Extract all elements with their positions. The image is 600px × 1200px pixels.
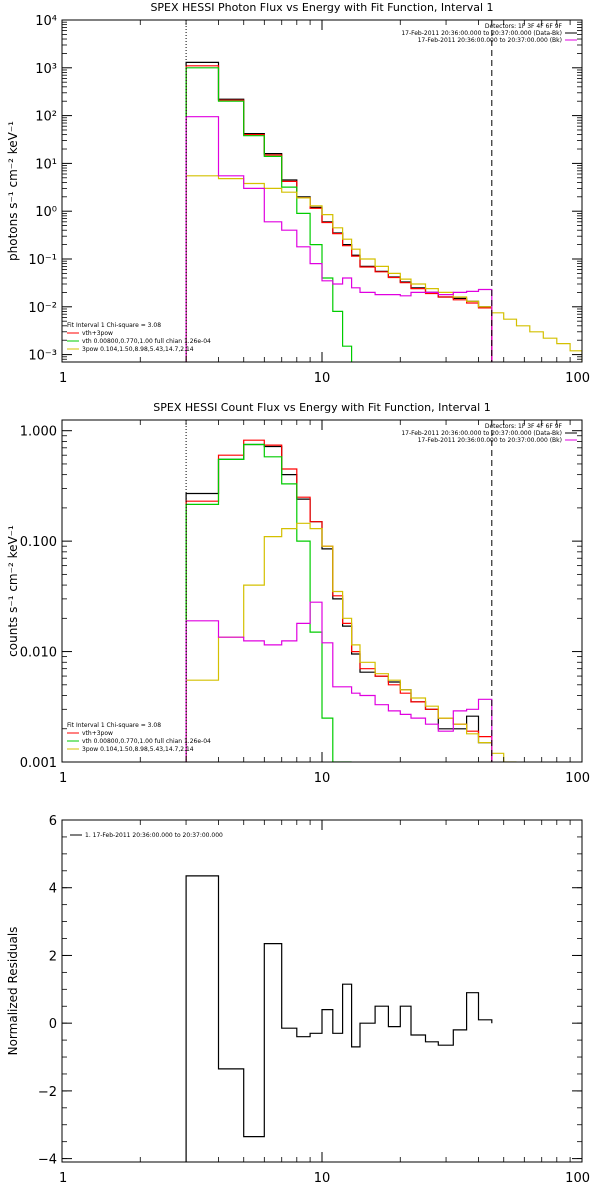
legend-entry: Fit Interval 1 Chi-square = 3.08: [67, 722, 161, 729]
series-line-4: [185, 116, 493, 362]
y-tick-label: 1.000: [20, 425, 57, 440]
series-line-3: [185, 175, 582, 362]
chart-panel-1: SPEX HESSI Photon Flux vs Energy with Fi…: [6, 1, 590, 386]
legend-entry: vth+3pow: [82, 730, 113, 737]
y-tick-label: 10³: [35, 62, 57, 77]
legend-entry: vth 0.00800,0.770,1.00 full chian 1.26e-…: [82, 738, 211, 745]
chart-title: SPEX HESSI Photon Flux vs Energy with Fi…: [150, 1, 493, 14]
y-tick-label: −2: [38, 1085, 57, 1100]
series-line-0: [185, 875, 493, 1162]
x-tick-label: 100: [565, 771, 590, 786]
series-line-4: [185, 601, 493, 762]
legend-entry: Fit Interval 1 Chi-square = 3.08: [67, 322, 161, 329]
y-axis-label: photons s⁻¹ cm⁻² keV⁻¹: [6, 121, 20, 261]
y-tick-label: 10²: [35, 110, 57, 125]
legend-entry: 3pow 0.104,1.50,8.98,5.43,14.7,2.14: [82, 346, 194, 353]
y-tick-label: 10⁻³: [28, 349, 57, 364]
chart-panel-2: SPEX HESSI Count Flux vs Energy with Fit…: [6, 401, 590, 786]
y-tick-label: 4: [49, 882, 57, 897]
chart-panel-3: Normalized Residuals 1 10 100 −4 −2 0 2 4 6 1. 17-…: [6, 814, 590, 1186]
legend-entry: vth+3pow: [82, 330, 113, 337]
x-tick-label: 1: [59, 1171, 67, 1186]
legend-bottom-left: Fit Interval 1 Chi-square = 3.08vth+3pow…: [67, 722, 211, 753]
y-tick-label: 0: [49, 1017, 57, 1032]
x-tick-label: 1: [59, 771, 67, 786]
series-line-0: [185, 61, 493, 362]
plot-area: [185, 61, 582, 362]
x-tick-label: 100: [565, 371, 590, 386]
plot-area: [185, 439, 517, 762]
legend-entry: 17-Feb-2011 20:36:00.000 to 20:37:00.000…: [418, 437, 562, 444]
series-line-2: [185, 443, 352, 762]
y-tick-label: 2: [49, 949, 57, 964]
legend-entry: Detectors: 1F 3F 4F 6F 9F: [485, 23, 563, 30]
x-tick-label: 10: [314, 771, 331, 786]
y-axis-label: counts s⁻¹ cm⁻² keV⁻¹: [6, 525, 20, 657]
x-tick-label: 1: [59, 371, 67, 386]
series-line-0: [185, 443, 493, 762]
legend-entry: 3pow 0.104,1.50,8.98,5.43,14.7,2.14: [82, 746, 194, 753]
y-tick-label: 10⁻²: [28, 301, 57, 316]
y-axis-label: Normalized Residuals: [6, 927, 20, 1056]
legend-entry: 1. 17-Feb-2011 20:36:00.000 to 20:37:00.…: [85, 832, 223, 839]
y-tick-label: 10⁰: [35, 205, 57, 220]
plot-frame: [61, 819, 583, 1163]
legend-entry: 17-Feb-2011 20:36:00.000 to 20:37:00.000…: [401, 30, 562, 37]
legend-entry: vth 0.00800,0.770,1.00 full chian 1.26e-…: [82, 338, 211, 345]
x-tick-label: 10: [314, 371, 331, 386]
plot-frame: [61, 19, 583, 363]
x-tick-label: 100: [565, 1171, 590, 1186]
y-tick-label: 0.010: [20, 646, 57, 661]
y-tick-label: 10¹: [35, 157, 57, 172]
y-tick-label: 10⁴: [35, 14, 57, 29]
legend-entry: 17-Feb-2011 20:36:00.000 to 20:37:00.000…: [418, 37, 562, 44]
series-line-1: [185, 439, 493, 762]
y-tick-label: 10⁻¹: [28, 253, 57, 268]
y-tick-label: −4: [38, 1153, 57, 1168]
legend-bottom-left: Fit Interval 1 Chi-square = 3.08vth+3pow…: [67, 322, 211, 353]
x-tick-label: 10: [314, 1171, 331, 1186]
y-tick-label: 0.100: [20, 535, 57, 550]
chart-title: SPEX HESSI Count Flux vs Energy with Fit…: [153, 401, 490, 414]
series-line-1: [185, 65, 493, 362]
legend-entry: 17-Feb-2011 20:36:00.000 to 20:37:00.000…: [401, 430, 562, 437]
y-tick-label: 0.001: [20, 756, 57, 771]
legend-top-left: 1. 17-Feb-2011 20:36:00.000 to 20:37:00.…: [70, 832, 223, 839]
y-tick-label: 6: [49, 814, 57, 829]
plot-area: [185, 875, 493, 1162]
series-line-3: [185, 522, 517, 762]
legend-entry: Detectors: 1F 3F 4F 6F 9F: [485, 423, 563, 430]
series-line-2: [185, 67, 353, 362]
